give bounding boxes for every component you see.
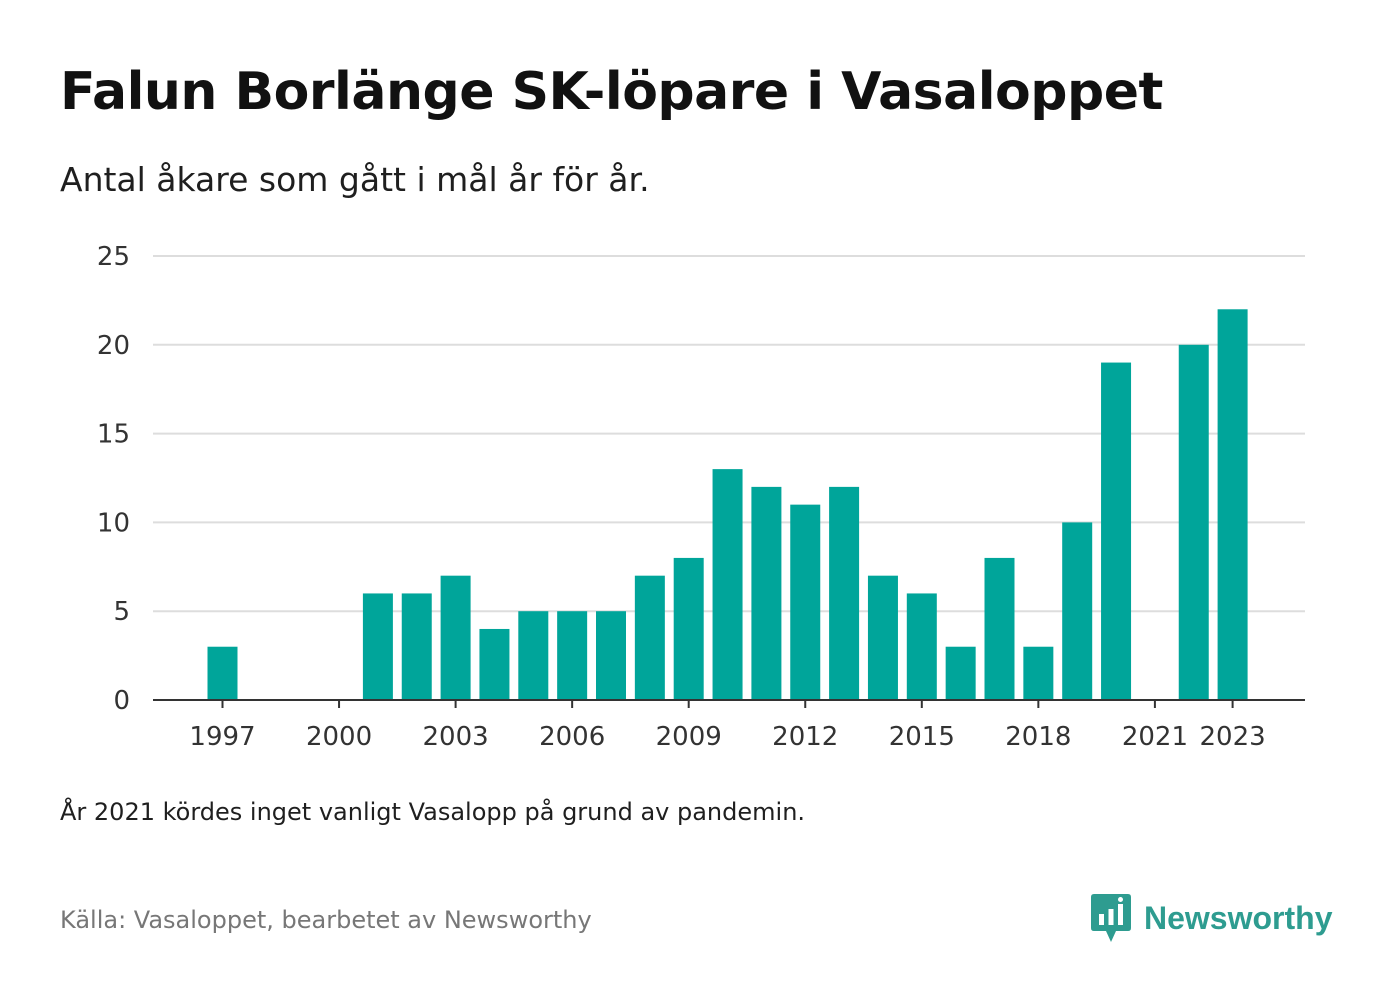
bar-1997 — [207, 646, 238, 700]
brand-logo: Newsworthy — [1090, 890, 1332, 946]
bar-2009 — [673, 557, 704, 700]
x-tick-label: 2009 — [656, 722, 722, 752]
y-tick-label: 10 — [97, 508, 130, 538]
bar-2016 — [945, 646, 976, 700]
footnote: År 2021 kördes inget vanligt Vasalopp på… — [60, 798, 806, 826]
source-credit: Källa: Vasaloppet, bearbetet av Newswort… — [60, 906, 592, 934]
bar-2008 — [634, 575, 665, 700]
bars — [207, 309, 1248, 700]
x-tick-label: 1997 — [189, 722, 255, 752]
y-tick-label: 20 — [97, 331, 130, 361]
y-tick-label: 0 — [113, 686, 130, 716]
bar-2006 — [557, 611, 588, 700]
x-tick-label: 2015 — [889, 722, 955, 752]
bar-2004 — [479, 628, 510, 700]
y-axis-ticks: 0 5 10 15 20 25 — [97, 242, 130, 716]
y-tick-label: 5 — [113, 597, 130, 627]
x-axis-ticks: 1997 2000 2003 2006 2009 2012 2015 2018 2021 2023 — [189, 700, 1266, 752]
bar-chart: 0 5 10 15 20 25 1997 2000 2003 2006 2009 2012 2015 2… — [97, 242, 1305, 752]
bar-2014 — [867, 575, 898, 700]
bar-2005 — [518, 611, 549, 700]
bar-2019 — [1062, 522, 1093, 700]
x-tick-label: 2006 — [539, 722, 605, 752]
bar-2018 — [1023, 646, 1054, 700]
y-tick-label: 15 — [97, 420, 130, 450]
bar-2013 — [829, 486, 860, 700]
bar-2001 — [362, 593, 393, 700]
x-tick-label: 2023 — [1200, 722, 1266, 752]
x-tick-label: 2000 — [306, 722, 372, 752]
bar-2022 — [1178, 344, 1209, 700]
bar-2003 — [440, 575, 471, 700]
bar-2017 — [984, 557, 1015, 700]
bar-2023 — [1217, 309, 1248, 700]
bar-2010 — [712, 469, 743, 700]
x-tick-label: 2003 — [423, 722, 489, 752]
y-tick-label: 25 — [97, 242, 130, 272]
chart-subtitle: Antal åkare som gått i mål år för år. — [60, 160, 650, 199]
bar-2015 — [906, 593, 937, 700]
x-tick-label: 2018 — [1005, 722, 1071, 752]
bar-2020 — [1101, 362, 1132, 700]
bar-2012 — [790, 504, 821, 700]
brand-name: Newsworthy — [1144, 899, 1333, 936]
x-tick-label: 2012 — [772, 722, 838, 752]
bar-2007 — [596, 611, 626, 700]
bar-2002 — [401, 593, 432, 700]
newsworthy-logo-icon — [1091, 894, 1131, 942]
bar-2011 — [751, 486, 782, 700]
x-tick-label: 2021 — [1122, 722, 1188, 752]
chart-title: Falun Borlänge SK-löpare i Vasaloppet — [60, 62, 1163, 122]
